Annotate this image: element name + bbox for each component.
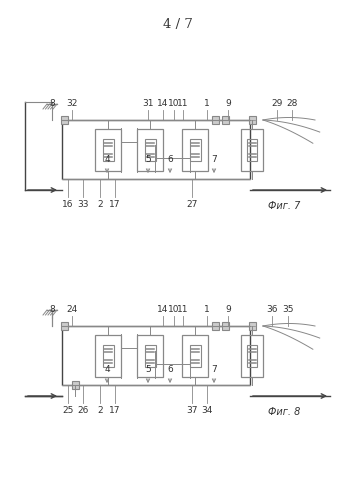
Text: 32: 32 — [66, 99, 78, 108]
FancyBboxPatch shape — [222, 322, 229, 330]
Text: 29: 29 — [271, 99, 283, 108]
FancyBboxPatch shape — [61, 116, 68, 124]
Text: 4: 4 — [104, 155, 110, 164]
Bar — [189, 138, 200, 160]
Text: 6: 6 — [167, 155, 173, 164]
Bar — [182, 334, 208, 376]
Text: 6: 6 — [167, 365, 173, 374]
FancyBboxPatch shape — [61, 322, 68, 330]
Bar — [95, 334, 121, 376]
Text: 31: 31 — [142, 99, 154, 108]
Text: 11: 11 — [177, 99, 189, 108]
Text: 10: 10 — [168, 305, 180, 314]
FancyBboxPatch shape — [212, 322, 219, 330]
FancyBboxPatch shape — [249, 116, 256, 124]
Text: 24: 24 — [66, 305, 78, 314]
Text: 37: 37 — [186, 406, 198, 415]
Text: 2: 2 — [97, 406, 103, 415]
Bar — [103, 344, 114, 366]
Bar — [137, 128, 163, 170]
Text: 7: 7 — [211, 155, 217, 164]
Text: 16: 16 — [62, 200, 74, 209]
Text: 5: 5 — [145, 155, 151, 164]
Bar — [145, 344, 156, 366]
Text: 17: 17 — [109, 200, 121, 209]
Text: 5: 5 — [145, 365, 151, 374]
Text: 25: 25 — [62, 406, 74, 415]
Bar — [189, 344, 200, 366]
Bar — [145, 138, 156, 160]
Text: 4 / 7: 4 / 7 — [163, 18, 193, 31]
Bar — [95, 128, 121, 170]
Text: 36: 36 — [266, 305, 278, 314]
Text: 11: 11 — [177, 305, 189, 314]
Text: Фиг. 8: Фиг. 8 — [268, 407, 300, 417]
Bar — [62, 326, 250, 385]
Bar — [62, 120, 250, 179]
FancyBboxPatch shape — [72, 381, 79, 389]
Text: 34: 34 — [201, 406, 213, 415]
FancyBboxPatch shape — [249, 322, 256, 330]
Text: Фиг. 7: Фиг. 7 — [268, 201, 300, 211]
FancyBboxPatch shape — [222, 116, 229, 124]
Text: 8: 8 — [49, 99, 55, 108]
Text: 8: 8 — [49, 305, 55, 314]
Text: 4: 4 — [104, 365, 110, 374]
Bar — [182, 128, 208, 170]
Text: 33: 33 — [77, 200, 89, 209]
Bar — [241, 128, 263, 170]
Bar — [137, 334, 163, 376]
Text: 1: 1 — [204, 99, 210, 108]
Text: 28: 28 — [286, 99, 298, 108]
Text: 9: 9 — [225, 305, 231, 314]
Text: 7: 7 — [211, 365, 217, 374]
Text: 9: 9 — [225, 99, 231, 108]
FancyBboxPatch shape — [212, 116, 219, 124]
Text: 14: 14 — [157, 99, 169, 108]
Bar — [241, 334, 263, 376]
Text: 10: 10 — [168, 99, 180, 108]
Text: 1: 1 — [204, 305, 210, 314]
Text: 35: 35 — [282, 305, 294, 314]
Text: 14: 14 — [157, 305, 169, 314]
Text: 27: 27 — [186, 200, 198, 209]
Text: 26: 26 — [77, 406, 89, 415]
Bar — [103, 138, 114, 160]
Text: 17: 17 — [109, 406, 121, 415]
Text: 2: 2 — [97, 200, 103, 209]
Bar — [247, 138, 257, 160]
Bar — [247, 344, 257, 366]
